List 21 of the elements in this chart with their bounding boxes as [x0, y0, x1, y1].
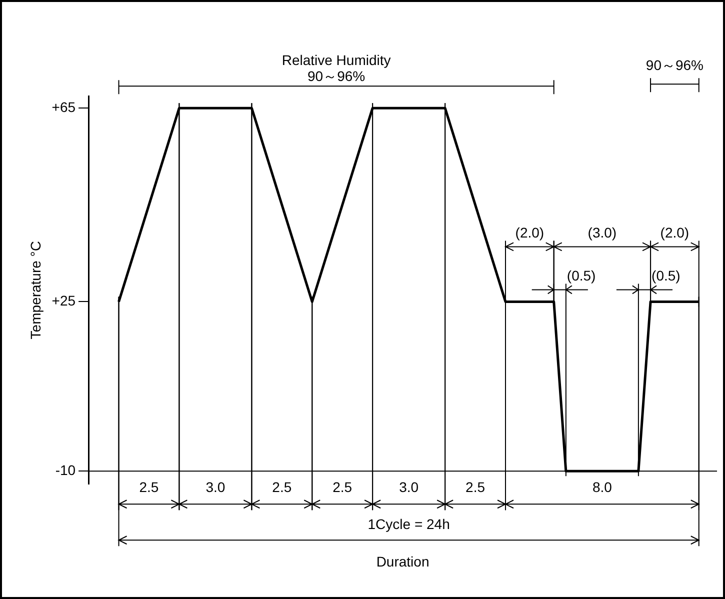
annotation: (0.5)	[566, 268, 596, 284]
annotation: (2.0)	[515, 224, 544, 241]
annotation: 8.0	[592, 478, 612, 495]
annotation: 2.5	[466, 478, 486, 495]
annotation: (0.5)	[652, 268, 680, 284]
annotation: (3.0)	[588, 224, 617, 241]
text: 90～96%	[646, 56, 704, 73]
annotation: (2.0)	[660, 224, 690, 241]
text: 90～96%	[308, 68, 366, 84]
annotation: 2.5	[139, 478, 159, 495]
y-tick-label: +25	[52, 292, 76, 309]
y-tick-label: -10	[55, 462, 76, 478]
annotation: 2.5	[332, 478, 352, 495]
annotation: 3.0	[206, 478, 226, 495]
text: 1Cycle = 24h	[368, 516, 450, 532]
x-axis-title: Duration	[376, 553, 430, 570]
annotation: 3.0	[399, 478, 419, 495]
text: Relative Humidity	[282, 52, 391, 68]
annotation: 2.5	[272, 478, 292, 495]
y-axis-title: Temperature °C	[27, 241, 44, 340]
y-tick-label: +65	[52, 98, 76, 115]
